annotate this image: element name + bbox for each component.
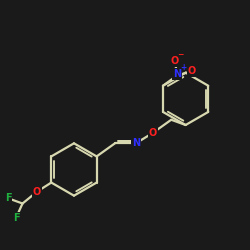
Text: O: O — [188, 66, 196, 76]
Text: N: N — [132, 138, 140, 148]
Text: O: O — [149, 128, 157, 138]
Text: −: − — [177, 50, 184, 59]
Text: +: + — [180, 63, 186, 72]
Text: F: F — [5, 193, 12, 203]
Text: F: F — [13, 213, 19, 223]
Text: O: O — [170, 56, 179, 66]
Text: O: O — [33, 187, 41, 197]
Text: N: N — [173, 69, 182, 79]
